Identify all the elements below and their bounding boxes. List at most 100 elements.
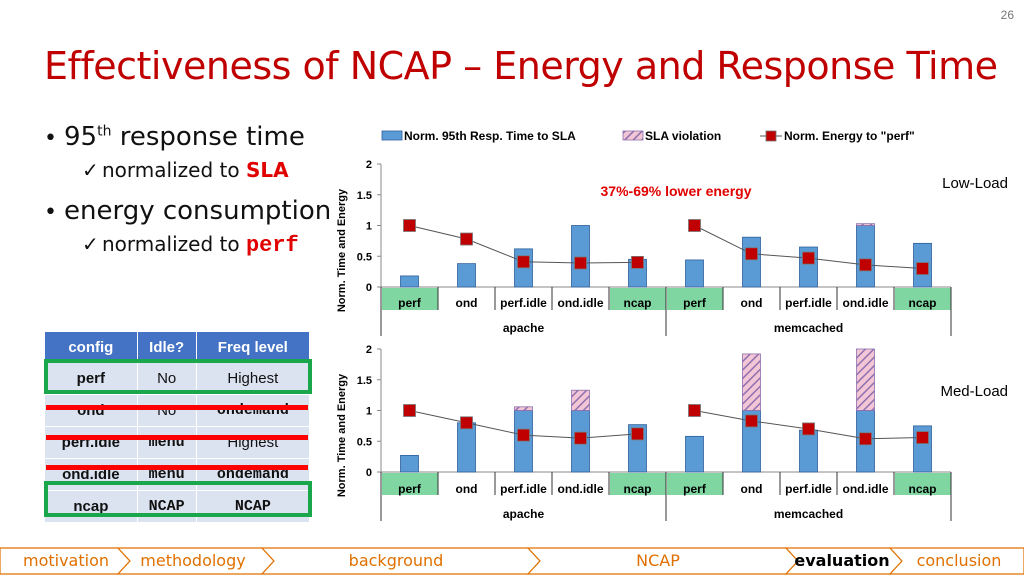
category-label: perf.idle [500,482,547,496]
y-axis-label: Norm. Time and Energy [336,188,348,312]
category-label: ncap [623,296,651,310]
legend-swatch-resp-time [381,130,403,141]
category-label: ncap [908,296,936,310]
category-label: perf [398,296,422,310]
legend-label-sla-violation: SLA violation [645,129,721,143]
energy-marker [859,432,872,446]
energy-marker [460,416,473,430]
strikethrough-ond-idle [46,465,308,470]
bar-sla-violation [742,353,761,411]
energy-marker [745,414,758,428]
group-label: memcached [774,321,843,335]
header-idle: Idle? [136,331,197,363]
slide-title: Effectiveness of NCAP – Energy and Respo… [44,44,998,88]
table-row: perf.idle menu Highest [44,426,311,459]
category-highlight [382,288,438,310]
legend-marker-energy [765,130,777,142]
perf-highlight: perf [245,233,299,258]
bar-resp-time [742,236,761,288]
category-highlight [667,473,723,495]
table-header: config Idle? Freq level [44,331,311,363]
category-label: ond [741,482,763,496]
load-label: Med-Load [940,383,1008,400]
category-label: ond.idle [843,296,889,310]
bullet-text: 95th response time [64,122,305,152]
highlight-box-perf [44,359,312,394]
sub-bullet-sla: ✓ normalized to SLA [82,158,289,182]
category-highlight [895,288,951,310]
checkmark-icon: ✓ [82,158,99,182]
energy-marker [517,255,530,269]
category-highlight [382,473,438,495]
bar-resp-time [457,422,476,473]
header-config: config [44,331,138,363]
y-tick-label: 1.5 [357,375,372,387]
energy-marker [403,219,416,232]
table-row: ond.idle menu ondemand [44,458,311,491]
category-label: perf [683,482,707,496]
nav-item-ncap[interactable]: NCAP [636,551,680,570]
bullet-response-time: • 95th response time [44,122,331,152]
nav-item-background[interactable]: background [348,551,444,570]
nav-item-evaluation[interactable]: evaluation [794,551,890,570]
energy-marker [403,404,416,417]
highlight-box-ncap [44,481,312,517]
header-freq: Freq level [195,331,311,363]
y-tick-label: 1.5 [357,190,372,202]
bar-resp-time [856,225,875,288]
category-label: ond.idle [558,482,604,496]
energy-marker [517,428,530,442]
category-highlight [667,288,723,310]
table-row: ncap NCAP NCAP [44,490,311,523]
category-label: perf.idle [785,482,832,496]
category-label: ond.idle [843,482,889,496]
category-highlight [895,473,951,495]
chart-area: Norm. 95th Resp. Time to SLA SLA violati… [336,129,1008,521]
legend-label-resp-time: Norm. 95th Resp. Time to SLA [404,129,576,143]
bar-resp-time [685,435,704,473]
bullet-dot-icon: • [44,126,57,151]
energy-marker [688,219,701,232]
group-label: apache [503,321,545,335]
bar-sla-violation [856,223,875,226]
category-label: perf.idle [785,296,832,310]
energy-marker [916,262,929,275]
energy-marker [460,232,473,246]
y-axis-label: Norm. Time and Energy [336,373,348,497]
section-nav: motivation methodology background NCAP e… [0,546,1024,576]
energy-marker [802,251,815,265]
nav-chevrons [0,547,1024,575]
y-tick-label: 2 [366,344,372,356]
y-tick-label: 0.5 [357,251,372,263]
legend-swatch-sla-violation [622,130,644,141]
energy-marker [631,255,644,269]
energy-marker [688,404,701,417]
y-tick-label: 0.5 [357,436,372,448]
bar-resp-time [400,275,419,288]
nav-item-motivation[interactable]: motivation [22,551,109,570]
legend-label-energy: Norm. Energy to "perf" [784,129,915,143]
category-label: perf.idle [500,296,547,310]
energy-marker [916,431,929,444]
category-label: perf [398,482,422,496]
category-label: ond [456,296,478,310]
bullet-energy: • energy consumption [44,196,332,226]
page-number: 26 [1000,8,1014,22]
strikethrough-ond [46,405,308,410]
category-label: ond.idle [558,296,604,310]
config-table: config Idle? Freq level perf No Highest … [44,331,311,523]
nav-item-conclusion[interactable]: conclusion [916,551,1002,570]
checkmark-icon: ✓ [82,232,99,256]
bar-resp-time [400,454,419,473]
energy-marker [745,247,758,261]
category-label: ncap [908,482,936,496]
bar-resp-time [685,259,704,288]
y-tick-label: 0 [366,467,372,479]
nav-item-methodology[interactable]: methodology [140,551,246,570]
category-label: perf [683,296,707,310]
category-label: ond [456,482,478,496]
table-row: perf No Highest [44,362,311,395]
energy-marker [574,256,587,270]
strikethrough-perf-idle [46,435,308,440]
category-highlight [610,473,666,495]
